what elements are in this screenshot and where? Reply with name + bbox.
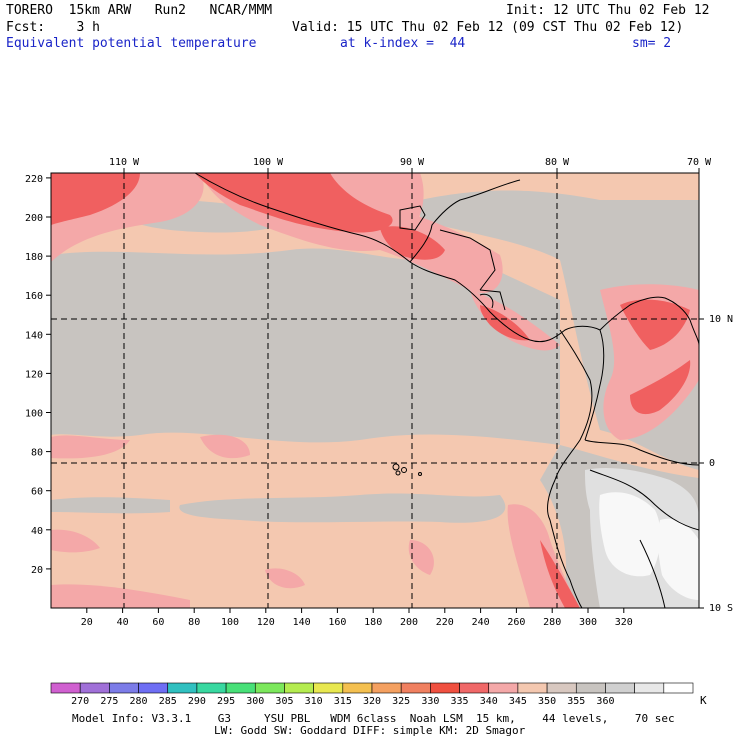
colorbar-swatch — [663, 682, 694, 694]
colorbar-swatch — [284, 682, 314, 694]
lon-label: 110 W — [109, 157, 140, 168]
y-tick-label: 120 — [25, 369, 43, 380]
colorbar-swatch — [225, 682, 256, 694]
lon-label: 100 W — [253, 157, 284, 168]
y-grid-ticks: 220 200 180 160 140 120 100 80 60 40 20 — [25, 174, 51, 576]
x-tick-label: 60 — [152, 617, 164, 628]
colorbar-swatch — [50, 682, 81, 694]
valid-time: Valid: 15 UTC Thu 02 Feb 12 (09 CST Thu … — [292, 20, 684, 35]
y-tick-label: 140 — [25, 330, 43, 341]
lon-labels: 110 W 100 W 90 W 80 W 70 W — [109, 157, 712, 168]
colorbar-swatch — [196, 682, 227, 694]
y-tick-label: 60 — [31, 487, 43, 498]
colorbar-tick-label: 330 — [421, 696, 439, 707]
field-shading — [51, 173, 699, 608]
x-tick-label: 280 — [543, 617, 561, 628]
colorbar-swatch — [488, 682, 519, 694]
field-name: Equivalent potential temperature — [6, 36, 257, 51]
colorbar-tick-label: 315 — [334, 696, 352, 707]
colorbar-tick-label: 345 — [509, 696, 527, 707]
colorbar-swatch — [342, 682, 373, 694]
x-tick-label: 220 — [436, 617, 454, 628]
colorbar-tick-label: 270 — [71, 696, 89, 707]
model-run-title: TORERO 15km ARW Run2 NCAR/MMM — [6, 3, 273, 18]
colorbar-swatch — [575, 682, 606, 694]
y-tick-label: 220 — [25, 174, 43, 185]
colorbar-tick-label: 300 — [246, 696, 264, 707]
init-time: Init: 12 UTC Thu 02 Feb 12 — [506, 3, 710, 18]
colorbar-tick-label: 335 — [451, 696, 469, 707]
x-tick-label: 260 — [507, 617, 525, 628]
forecast-hour: Fcst: 3 h — [6, 20, 100, 35]
colorbar-tick-label: 350 — [538, 696, 556, 707]
colorbar-swatch — [430, 682, 460, 694]
x-tick-label: 200 — [400, 617, 418, 628]
y-tick-label: 20 — [31, 565, 43, 576]
colorbar — [50, 682, 694, 694]
graticule — [51, 173, 699, 608]
colorbar-tick-label: 360 — [596, 696, 614, 707]
x-tick-label: 300 — [579, 617, 597, 628]
lat-labels: 10 N 0 10 S — [709, 314, 733, 614]
x-tick-label: 80 — [188, 617, 200, 628]
x-tick-label: 160 — [328, 617, 346, 628]
colorbar-swatch — [371, 682, 402, 694]
colorbar-swatch — [546, 682, 577, 694]
x-tick-label: 100 — [221, 617, 239, 628]
x-tick-label: 320 — [615, 617, 633, 628]
y-tick-label: 80 — [31, 448, 43, 459]
x-tick-label: 40 — [117, 617, 129, 628]
colorbar-swatch — [634, 682, 665, 694]
colorbar-swatch — [517, 682, 548, 694]
lon-tick-marks — [123, 168, 704, 609]
smoothing-label: sm= 2 — [632, 36, 672, 51]
x-tick-label: 140 — [293, 617, 311, 628]
colorbar-tick-label: 280 — [130, 696, 148, 707]
colorbar-swatch — [313, 682, 344, 694]
physics-info: LW: Godd SW: Goddard DIFF: simple KM: 2D… — [214, 724, 526, 737]
x-tick-label: 20 — [81, 617, 93, 628]
x-tick-label: 180 — [364, 617, 382, 628]
colorbar-swatch — [605, 682, 635, 694]
colorbar-tick-label: 320 — [363, 696, 381, 707]
colorbar-tick-label: 355 — [567, 696, 585, 707]
x-tick-label: 120 — [257, 617, 275, 628]
colorbar-unit: K — [700, 694, 707, 707]
colorbar-labels: 270 275 280 285 290 295 300 305 310 315 320 325 330 3… — [71, 696, 614, 707]
lat-label: 0 — [709, 458, 715, 469]
lon-label: 80 W — [545, 157, 570, 168]
colorbar-swatch — [138, 682, 169, 694]
colorbar-tick-label: 340 — [480, 696, 498, 707]
y-tick-label: 200 — [25, 213, 43, 224]
colorbar-swatch — [459, 682, 490, 694]
map-frame — [50, 172, 700, 609]
colorbar-tick-label: 295 — [217, 696, 235, 707]
colorbar-tick-label: 305 — [275, 696, 293, 707]
colorbar-swatch — [79, 682, 110, 694]
colorbar-tick-label: 325 — [392, 696, 410, 707]
y-tick-label: 160 — [25, 291, 43, 302]
colorbar-tick-label: 285 — [159, 696, 177, 707]
lon-label: 90 W — [400, 157, 425, 168]
level-index: at k-index = 44 — [340, 36, 466, 51]
y-tick-label: 180 — [25, 252, 43, 263]
y-tick-label: 100 — [25, 409, 43, 420]
colorbar-swatch — [254, 682, 285, 694]
model-info: Model Info: V3.3.1 G3 YSU PBL WDM 6class… — [72, 712, 675, 725]
y-tick-label: 40 — [31, 526, 43, 537]
colorbar-swatch — [400, 682, 431, 694]
lat-label: 10 N — [709, 314, 733, 325]
x-grid-ticks: 20 40 60 80 100 120 140 160 180 200 220 240 260 280 30… — [81, 608, 633, 628]
lon-label: 70 W — [687, 157, 712, 168]
x-tick-label: 240 — [472, 617, 490, 628]
colorbar-tick-label: 310 — [305, 696, 323, 707]
colorbar-swatch — [167, 682, 198, 694]
colorbar-tick-label: 275 — [100, 696, 118, 707]
colorbar-swatch — [109, 682, 139, 694]
lat-label: 10 S — [709, 603, 733, 614]
colorbar-tick-label: 290 — [188, 696, 206, 707]
